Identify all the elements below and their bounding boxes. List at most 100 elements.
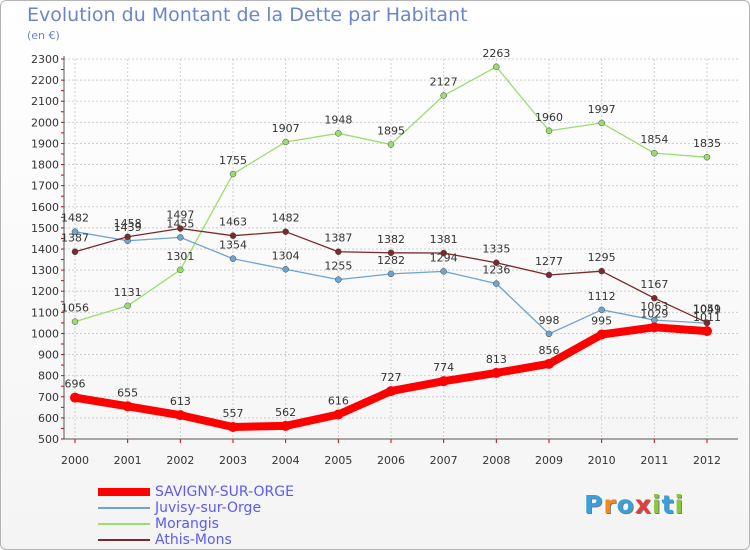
- data-label: 616: [328, 395, 349, 408]
- data-label: 1948: [324, 113, 352, 126]
- y-tick-label: 2000: [31, 116, 59, 129]
- data-label: 727: [381, 371, 402, 384]
- data-label: 1029: [640, 307, 668, 320]
- data-label: 1255: [324, 260, 352, 273]
- data-point: [703, 153, 711, 161]
- data-point: [702, 326, 712, 337]
- data-point: [440, 249, 447, 257]
- legend-label: SAVIGNY-SUR-ORGE: [155, 484, 294, 500]
- data-point: [71, 228, 79, 235]
- data-point: [229, 170, 237, 178]
- data-label: 774: [433, 361, 454, 374]
- data-label: 1354: [219, 239, 247, 252]
- data-point: [280, 420, 291, 431]
- data-label: 1301: [166, 250, 194, 263]
- data-point: [124, 302, 131, 310]
- data-label: 1482: [61, 212, 89, 225]
- data-point: [175, 410, 186, 421]
- data-point: [282, 228, 289, 235]
- data-label: 1387: [61, 232, 89, 245]
- y-tick-label: 700: [38, 391, 59, 404]
- data-label: 696: [65, 378, 86, 391]
- legend-swatch: [98, 488, 150, 496]
- data-label: 1439: [114, 221, 142, 234]
- data-label: 2127: [430, 76, 458, 89]
- data-point: [493, 63, 500, 71]
- proxiti-logo: Proxiti: [584, 490, 685, 519]
- data-label: 1997: [588, 103, 616, 116]
- data-point: [229, 232, 237, 239]
- chart-subtitle: (en €): [27, 29, 60, 42]
- data-point: [596, 329, 607, 340]
- data-label: 1056: [61, 302, 89, 315]
- data-label: 1011: [693, 311, 721, 324]
- data-label: 1382: [377, 233, 405, 246]
- y-tick-label: 2200: [31, 74, 59, 87]
- legend-label: Juvisy-sur-Orge: [155, 500, 262, 516]
- data-point: [598, 267, 605, 275]
- data-label: 1282: [377, 254, 405, 267]
- x-tick-label: 2003: [219, 454, 247, 467]
- data-point: [387, 249, 395, 257]
- data-label: 1463: [219, 216, 247, 229]
- y-tick-label: 1800: [31, 159, 59, 172]
- data-point: [228, 421, 238, 432]
- x-tick-label: 2006: [377, 454, 405, 467]
- data-point: [545, 271, 553, 279]
- x-tick-label: 2001: [114, 454, 142, 467]
- data-label: 1335: [482, 243, 510, 256]
- legend-swatch: [98, 539, 150, 541]
- data-label: 562: [275, 406, 296, 419]
- data-label: 1131: [114, 286, 142, 299]
- data-point: [229, 255, 237, 262]
- data-label: 856: [539, 344, 560, 357]
- data-label: 1295: [588, 251, 616, 264]
- y-tick-label: 2300: [31, 53, 59, 66]
- y-tick-label: 1700: [31, 180, 59, 193]
- data-label: 813: [486, 353, 507, 366]
- x-tick-label: 2000: [61, 454, 89, 467]
- y-tick-label: 2100: [31, 95, 59, 108]
- legend-swatch: [98, 507, 150, 509]
- y-tick-label: 1900: [31, 137, 59, 150]
- data-label: 1387: [324, 232, 352, 245]
- data-point: [545, 127, 553, 135]
- data-point: [282, 138, 289, 146]
- x-tick-label: 2007: [430, 454, 458, 467]
- data-point: [440, 268, 447, 275]
- data-point: [177, 225, 184, 232]
- data-label: 1458: [114, 217, 142, 230]
- data-label: 655: [117, 386, 138, 399]
- data-point: [703, 319, 711, 326]
- y-tick-label: 1000: [31, 327, 59, 340]
- x-tick-label: 2008: [482, 454, 510, 467]
- data-point: [440, 92, 447, 99]
- y-tick-label: 1600: [31, 201, 59, 214]
- data-point: [71, 248, 79, 255]
- data-label: 1907: [272, 122, 300, 135]
- y-tick-label: 500: [38, 433, 59, 446]
- data-label: 1063: [640, 300, 668, 313]
- data-label: 1236: [482, 264, 510, 277]
- data-point: [177, 234, 184, 241]
- data-point: [282, 266, 289, 273]
- data-point: [71, 318, 79, 325]
- data-point: [387, 270, 395, 278]
- data-label: 1497: [166, 209, 194, 222]
- data-label: 1381: [430, 233, 458, 246]
- x-tick-label: 2005: [324, 454, 352, 467]
- data-label: 1277: [535, 255, 563, 268]
- data-point: [438, 376, 449, 387]
- chart-title: Evolution du Montant de la Dette par Hab…: [27, 4, 468, 26]
- data-label: 1049: [693, 303, 721, 316]
- x-tick-label: 2004: [272, 454, 300, 467]
- data-point: [70, 392, 80, 403]
- data-point: [544, 358, 554, 369]
- legend-label: Morangis: [155, 516, 219, 532]
- data-point: [335, 276, 342, 283]
- data-point: [493, 280, 500, 287]
- data-point: [491, 367, 502, 378]
- y-tick-label: 1500: [31, 222, 59, 235]
- data-label: 1854: [640, 133, 668, 146]
